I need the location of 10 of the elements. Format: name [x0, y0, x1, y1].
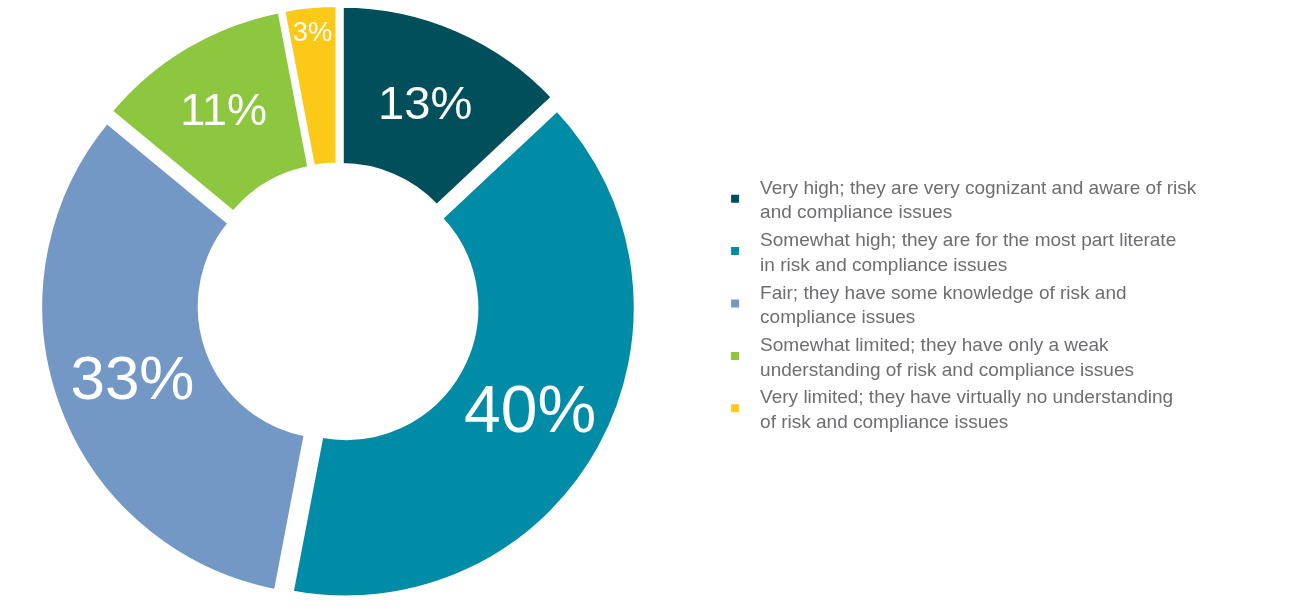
data-label: 3% — [292, 15, 333, 47]
legend-label: Very limited; they have virtually no understanding of risk and compliance issues — [760, 386, 1174, 433]
data-label: 33% — [70, 343, 195, 413]
legend-label: Fair; they have some knowledge of risk and compliance issues — [760, 281, 1127, 328]
legend-label: Very high; they are very cognizant and aware of risk and compliance issues — [760, 176, 1197, 223]
data-label: 13% — [378, 76, 473, 130]
legend-label: Somewhat high; they are for the most part literate in risk and compliance issues — [760, 229, 1177, 275]
data-label: 40% — [464, 371, 597, 446]
legend-label: Somewhat limited; they have only a weak understanding of risk and compliance issues — [760, 333, 1134, 380]
data-label: 11% — [180, 84, 268, 136]
